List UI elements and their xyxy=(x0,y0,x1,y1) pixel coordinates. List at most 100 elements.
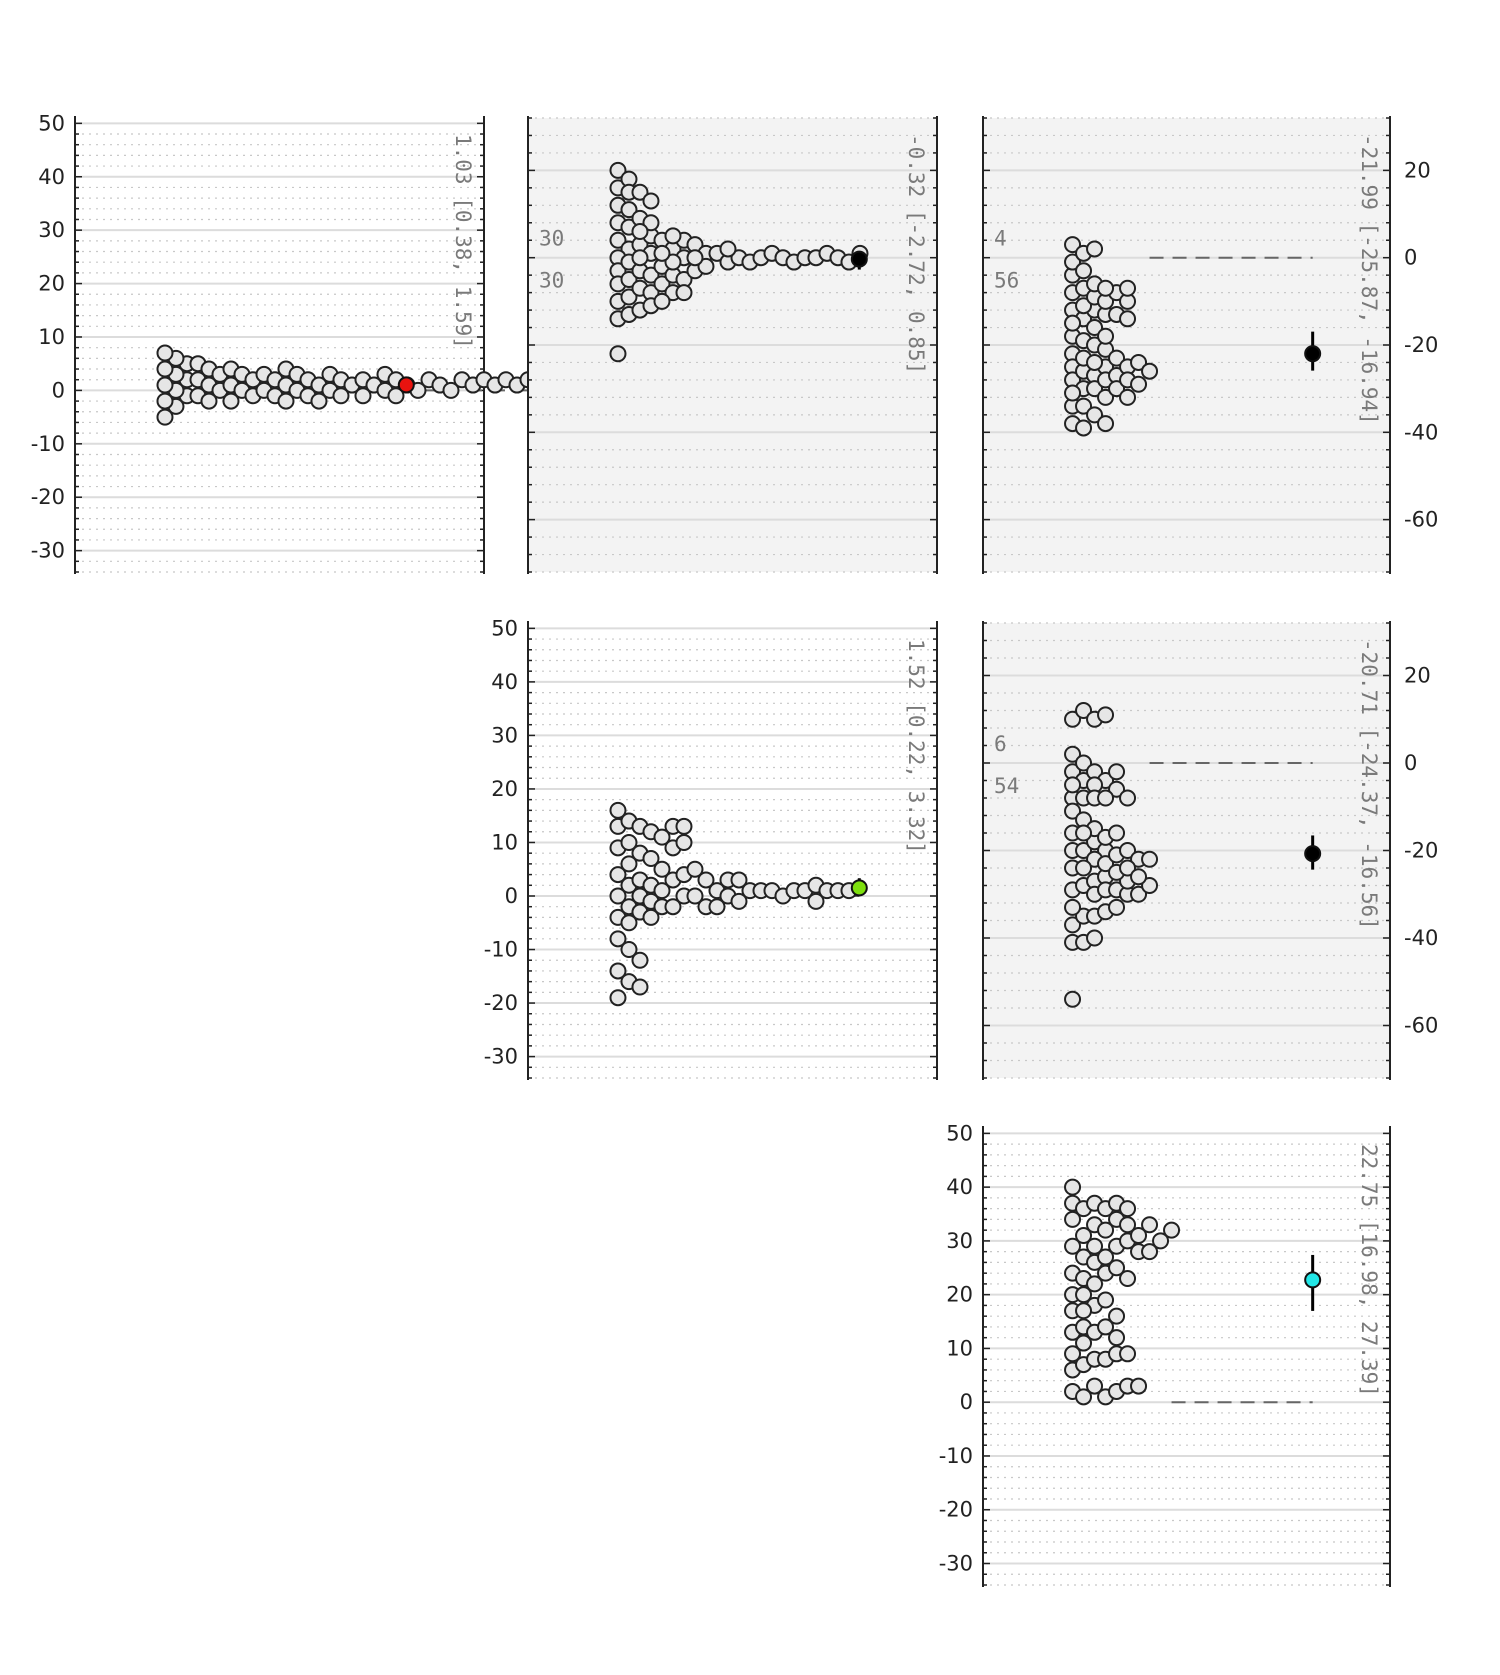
plot-background xyxy=(983,1128,1390,1585)
data-point xyxy=(1064,384,1082,402)
data-point xyxy=(609,930,627,948)
data-point xyxy=(1108,1329,1126,1347)
data-point xyxy=(1119,279,1137,297)
y-tick-label: -30 xyxy=(484,1045,518,1069)
data-point xyxy=(1141,362,1159,380)
data-point xyxy=(1075,1227,1093,1245)
data-point xyxy=(642,192,660,210)
data-point xyxy=(609,231,627,249)
data-point xyxy=(675,284,693,302)
data-point xyxy=(277,392,295,410)
effect-estimate-marker xyxy=(850,879,868,897)
data-point xyxy=(1119,842,1137,859)
data-point xyxy=(620,201,638,219)
data-point xyxy=(807,892,825,910)
y-tick-label: -10 xyxy=(939,1444,973,1468)
data-point xyxy=(1064,776,1082,794)
data-point xyxy=(664,898,682,916)
data-point xyxy=(1108,349,1126,367)
y-tick-label: 20 xyxy=(946,1283,973,1307)
data-point xyxy=(1108,898,1126,916)
data-point xyxy=(653,244,671,262)
data-point xyxy=(1119,1200,1137,1218)
data-point xyxy=(609,962,627,980)
data-point xyxy=(1119,310,1137,328)
data-point xyxy=(1097,789,1115,807)
data-point xyxy=(1097,1248,1115,1266)
data-point xyxy=(1119,1216,1137,1234)
data-point xyxy=(631,978,649,996)
data-point xyxy=(1064,710,1082,728)
data-point xyxy=(1086,929,1104,947)
data-point xyxy=(1130,1377,1148,1395)
effect-label: 1.52 [0.22, 3.32] xyxy=(904,639,928,854)
data-point xyxy=(664,227,682,245)
data-point xyxy=(1108,1259,1126,1277)
data-point xyxy=(1108,1307,1126,1325)
count-above-label: 6 xyxy=(994,732,1007,756)
effect-label: -20.71 [-24.37, -16.56] xyxy=(1357,639,1381,930)
data-point xyxy=(1119,789,1137,807)
data-point xyxy=(653,860,671,878)
data-point xyxy=(442,381,460,399)
data-point xyxy=(156,392,174,410)
data-point xyxy=(653,292,671,310)
data-point xyxy=(1097,706,1115,724)
y-tick-label: -60 xyxy=(1404,508,1438,532)
data-point xyxy=(1108,380,1126,398)
data-point xyxy=(1075,1286,1093,1304)
data-point xyxy=(1163,1221,1181,1239)
data-point xyxy=(1130,1227,1148,1245)
effect-label: 22.75 [16.98, 27.39] xyxy=(1357,1144,1381,1397)
count-above-label: 4 xyxy=(994,227,1007,251)
data-point xyxy=(1064,1237,1082,1255)
data-point xyxy=(631,223,649,240)
data-point xyxy=(1064,898,1082,916)
panel-row3-col3: -30 -20 -10 0 10 20 30 40 50 22.75 [16.98, 27.39] xyxy=(939,1121,1391,1587)
data-point xyxy=(1075,1388,1093,1406)
data-point xyxy=(1075,297,1093,315)
data-point xyxy=(675,833,693,851)
data-point xyxy=(1119,1345,1137,1363)
data-point xyxy=(653,828,671,846)
y-tick-label: -20 xyxy=(939,1498,973,1522)
data-point xyxy=(1086,380,1104,398)
count-below-label: 30 xyxy=(539,269,564,293)
data-point xyxy=(1064,990,1082,1008)
data-point xyxy=(1086,1377,1104,1395)
y-tick-label: -60 xyxy=(1404,1014,1438,1038)
y-tick-label: 20 xyxy=(38,272,65,296)
data-point xyxy=(1075,824,1093,842)
y-tick-label: 0 xyxy=(1404,751,1417,775)
data-point xyxy=(1141,850,1159,868)
panel-row1-col2: -0.32 [-2.72, 0.85] 30 30 xyxy=(527,116,938,574)
data-point xyxy=(609,989,627,1007)
data-point xyxy=(1141,877,1159,894)
y-tick-label: 0 xyxy=(505,884,518,908)
y-tick-label: 50 xyxy=(38,111,65,135)
data-point xyxy=(354,387,372,405)
data-point xyxy=(1097,1291,1115,1309)
data-point xyxy=(1064,253,1082,271)
data-point xyxy=(1097,855,1115,873)
effect-estimate-marker xyxy=(850,250,868,268)
data-point xyxy=(631,183,649,201)
y-tick-label: 50 xyxy=(946,1121,973,1145)
data-point xyxy=(332,387,350,405)
data-point xyxy=(697,257,715,275)
effect-estimate-marker xyxy=(1304,845,1322,863)
data-point xyxy=(1130,885,1148,903)
data-point xyxy=(1075,842,1093,859)
y-tick-label: -30 xyxy=(939,1551,973,1575)
data-point xyxy=(609,345,627,363)
effect-estimate-marker xyxy=(397,376,415,394)
data-point xyxy=(642,850,660,868)
y-tick-label: 30 xyxy=(946,1229,973,1253)
data-point xyxy=(620,914,638,932)
data-point xyxy=(686,249,704,267)
data-point xyxy=(1097,327,1115,345)
panel-row1-col1: -30 -20 -10 0 10 20 30 40 50 1.03 [0.38, 1.59] xyxy=(31,111,537,574)
data-point xyxy=(1141,1243,1159,1261)
effect-label: -21.99 [-25.87, -16.94] xyxy=(1357,134,1381,425)
data-point xyxy=(1086,1237,1104,1255)
